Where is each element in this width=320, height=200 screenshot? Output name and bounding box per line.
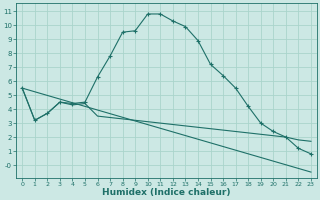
- X-axis label: Humidex (Indice chaleur): Humidex (Indice chaleur): [102, 188, 231, 197]
